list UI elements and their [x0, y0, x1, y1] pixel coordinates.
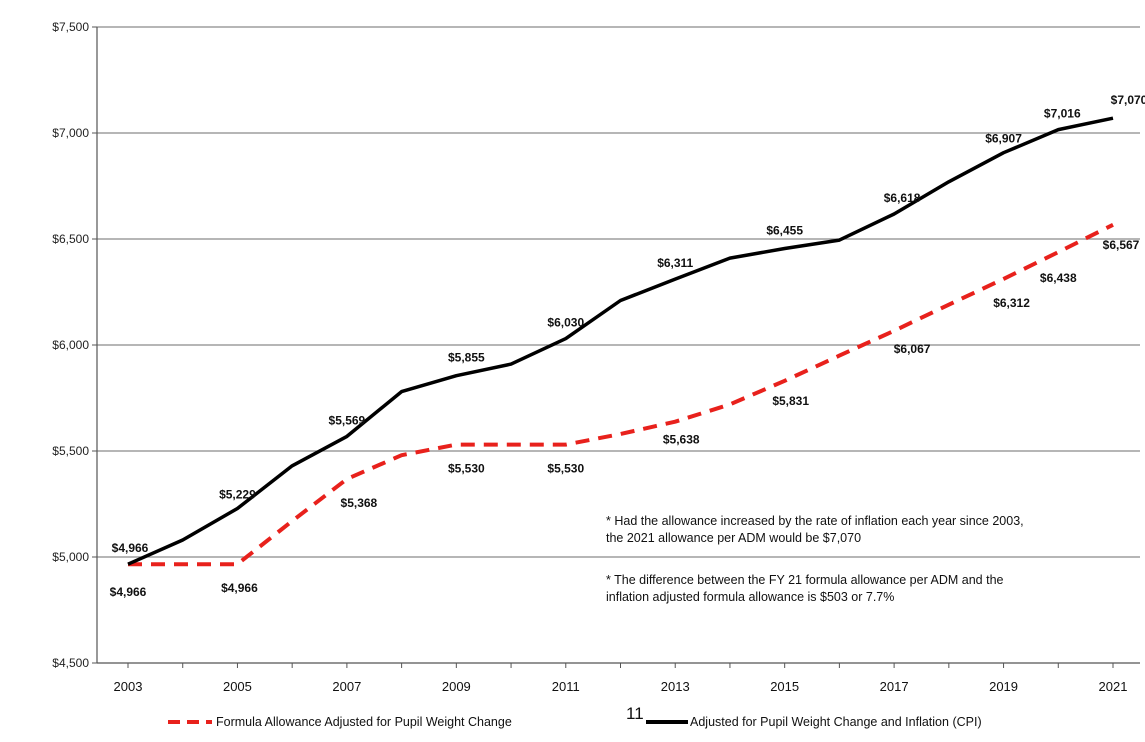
x-tick-label: 2017	[880, 679, 909, 694]
x-tick-label: 2019	[989, 679, 1018, 694]
data-label-cpi: $5,569	[329, 413, 366, 427]
x-tick-label: 2015	[770, 679, 799, 694]
y-tick-label: $5,500	[52, 444, 89, 458]
data-label-formula: $6,312	[993, 296, 1030, 310]
data-label-formula: $5,368	[341, 496, 378, 510]
x-tick-label: 2007	[332, 679, 361, 694]
x-tick-label: 2021	[1099, 679, 1128, 694]
note-difference-line2: inflation adjusted formula allowance is …	[606, 590, 895, 604]
note-inflation-line2: the 2021 allowance per ADM would be $7,0…	[606, 531, 862, 545]
x-tick-label: 2005	[223, 679, 252, 694]
data-label-formula: $6,438	[1040, 271, 1077, 285]
grid-lines	[97, 26, 1140, 558]
page-number: 11	[626, 704, 644, 723]
data-labels: $4,966 $4,966 $5,368 $5,530 $5,530 $5,638 $5,8…	[110, 93, 1145, 599]
data-label-formula: $5,530	[547, 462, 584, 476]
y-tick-label: $6,500	[52, 232, 89, 246]
note-difference-line1: * The difference between the FY 21 formu…	[606, 573, 1004, 587]
data-label-cpi: $6,030	[547, 316, 584, 330]
data-label-cpi: $7,070	[1111, 93, 1145, 107]
y-tick-label: $6,000	[52, 338, 89, 352]
data-label-formula: $5,530	[448, 462, 485, 476]
data-label-cpi: $6,311	[657, 256, 693, 270]
data-label-cpi: $7,016	[1044, 107, 1081, 121]
data-label-formula: $6,567	[1103, 238, 1140, 252]
legend-cpi-label: Adjusted for Pupil Weight Change and Inf…	[690, 715, 982, 729]
data-label-cpi: $6,907	[985, 132, 1022, 146]
y-tick-label: $4,500	[52, 656, 89, 670]
y-tick-label: $7,500	[52, 20, 89, 34]
data-label-cpi: $6,618	[884, 191, 921, 205]
data-label-cpi: $6,455	[766, 224, 803, 238]
y-tick-label: $5,000	[52, 550, 89, 564]
x-tick-label: 2011	[552, 679, 580, 694]
y-tick-label: $7,000	[52, 126, 89, 140]
note-inflation-line1: * Had the allowance increased by the rat…	[606, 514, 1024, 528]
series-line-formula	[128, 223, 1114, 567]
x-tick-label: 2003	[114, 679, 143, 694]
series-lines	[127, 116, 1114, 567]
data-label-formula: $4,966	[221, 581, 258, 595]
y-axis-ticks: $4,500 $5,000 $5,500 $6,000 $6,500 $7,000 $7,5…	[52, 20, 97, 670]
note-inflation: * Had the allowance increased by the rat…	[606, 513, 1126, 547]
data-label-cpi: $4,966	[112, 541, 149, 555]
data-label-formula: $4,966	[110, 585, 147, 599]
x-tick-label: 2013	[661, 679, 690, 694]
x-tick-label: 2009	[442, 679, 471, 694]
data-label-formula: $5,831	[772, 394, 809, 408]
note-difference: * The difference between the FY 21 formu…	[606, 572, 1126, 606]
data-label-cpi: $5,229	[219, 487, 256, 501]
series-line-cpi	[127, 116, 1114, 566]
data-label-formula: $6,067	[894, 342, 931, 356]
data-label-cpi: $5,855	[448, 351, 485, 365]
data-label-formula: $5,638	[663, 433, 700, 447]
x-axis-ticks: 2003 2005 2007 2009 2011 2013 2015 2017 2019 2021	[114, 663, 1128, 694]
legend-formula-label: Formula Allowance Adjusted for Pupil Wei…	[216, 715, 512, 729]
